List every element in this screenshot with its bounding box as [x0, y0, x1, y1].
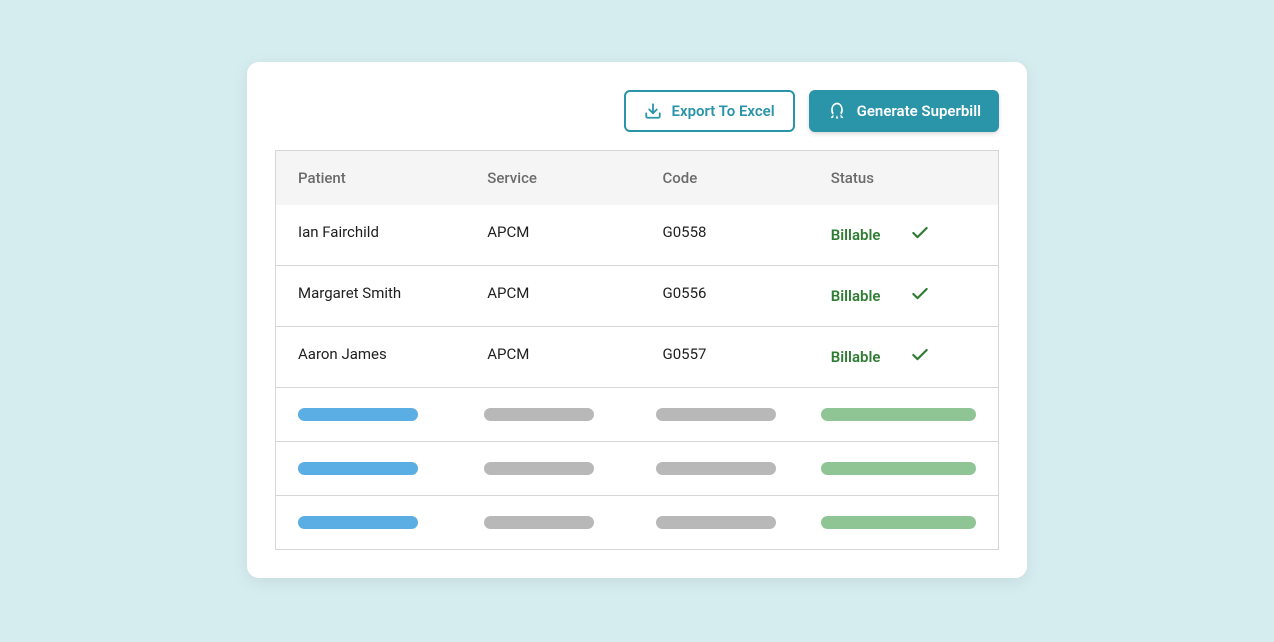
placeholder-pill [298, 516, 418, 529]
placeholder-pill [821, 516, 976, 529]
cell-patient: Margaret Smith [276, 266, 465, 326]
cell-service: APCM [465, 205, 640, 265]
placeholder-pill [484, 408, 594, 421]
placeholder-pill [298, 462, 418, 475]
export-to-excel-button[interactable]: Export To Excel [624, 90, 795, 132]
col-code: Code [641, 151, 809, 205]
billing-card: Export To Excel Generate Superbill Patie… [247, 62, 1027, 578]
table-body: Ian FairchildAPCMG0558BillableMargaret S… [276, 205, 998, 549]
col-service: Service [465, 151, 640, 205]
generate-superbill-button[interactable]: Generate Superbill [809, 90, 999, 132]
check-icon [910, 223, 930, 247]
cell-code: G0557 [641, 327, 809, 387]
col-status: Status [809, 151, 998, 205]
table-row-placeholder [276, 442, 998, 496]
status-text: Billable [831, 348, 881, 366]
placeholder-cell [462, 442, 634, 495]
billing-table: Patient Service Code Status Ian Fairchil… [275, 150, 999, 550]
placeholder-cell [799, 388, 998, 441]
placeholder-pill [656, 516, 776, 529]
export-label: Export To Excel [672, 102, 775, 120]
check-icon [910, 284, 930, 308]
toolbar: Export To Excel Generate Superbill [275, 90, 999, 132]
rocket-icon [827, 101, 847, 121]
status-text: Billable [831, 226, 881, 244]
placeholder-cell [276, 496, 462, 549]
placeholder-cell [276, 388, 462, 441]
placeholder-cell [634, 388, 799, 441]
placeholder-cell [799, 442, 998, 495]
table-row-placeholder [276, 496, 998, 549]
placeholder-pill [656, 462, 776, 475]
table-row-placeholder [276, 388, 998, 442]
download-icon [644, 102, 662, 120]
placeholder-cell [276, 442, 462, 495]
cell-code: G0556 [641, 266, 809, 326]
col-patient: Patient [276, 151, 465, 205]
placeholder-pill [484, 516, 594, 529]
cell-patient: Aaron James [276, 327, 465, 387]
cell-service: APCM [465, 327, 640, 387]
placeholder-cell [462, 496, 634, 549]
cell-service: APCM [465, 266, 640, 326]
placeholder-cell [799, 496, 998, 549]
status-text: Billable [831, 287, 881, 305]
cell-status: Billable [809, 266, 998, 326]
cell-status: Billable [809, 205, 998, 265]
table-header: Patient Service Code Status [276, 151, 998, 205]
check-icon [910, 345, 930, 369]
placeholder-cell [462, 388, 634, 441]
cell-status: Billable [809, 327, 998, 387]
generate-label: Generate Superbill [857, 102, 981, 120]
cell-code: G0558 [641, 205, 809, 265]
placeholder-cell [634, 496, 799, 549]
placeholder-pill [656, 408, 776, 421]
placeholder-pill [821, 462, 976, 475]
placeholder-pill [298, 408, 418, 421]
table-row: Ian FairchildAPCMG0558 Billable [276, 205, 998, 266]
cell-patient: Ian Fairchild [276, 205, 465, 265]
table-row: Margaret SmithAPCMG0556 Billable [276, 266, 998, 327]
placeholder-cell [634, 442, 799, 495]
placeholder-pill [821, 408, 976, 421]
placeholder-pill [484, 462, 594, 475]
table-row: Aaron JamesAPCMG0557 Billable [276, 327, 998, 388]
